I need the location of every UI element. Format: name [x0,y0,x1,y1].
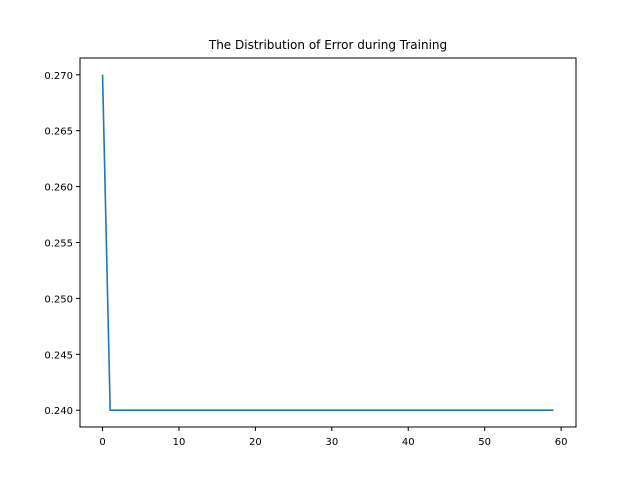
x-tick-label: 50 [478,437,491,448]
y-tick-label: 0.250 [44,294,73,305]
x-tick-label: 60 [555,437,568,448]
x-tick-label: 30 [325,437,338,448]
x-tick-label: 40 [402,437,415,448]
series-layer [101,74,554,412]
y-tick-label: 0.260 [44,183,73,194]
y-tick-label: 0.255 [44,239,73,250]
y-tick-label: 0.265 [44,127,73,138]
y-tick-label: 0.270 [44,71,73,82]
x-tick-label: 0 [99,437,105,448]
x-tick-label: 20 [249,437,262,448]
x-axis-ticks: 0 10 20 30 40 50 60 [99,427,567,448]
chart-title: The Distribution of Error during Trainin… [208,38,447,52]
y-tick-label: 0.240 [44,406,73,417]
y-axis-ticks: 0.240 0.245 0.250 0.255 0.260 0.265 0.270 [44,71,80,417]
y-tick-label: 0.245 [44,350,73,361]
series-line [101,74,554,412]
x-tick-label: 10 [173,437,186,448]
plot-area-frame [79,57,577,428]
